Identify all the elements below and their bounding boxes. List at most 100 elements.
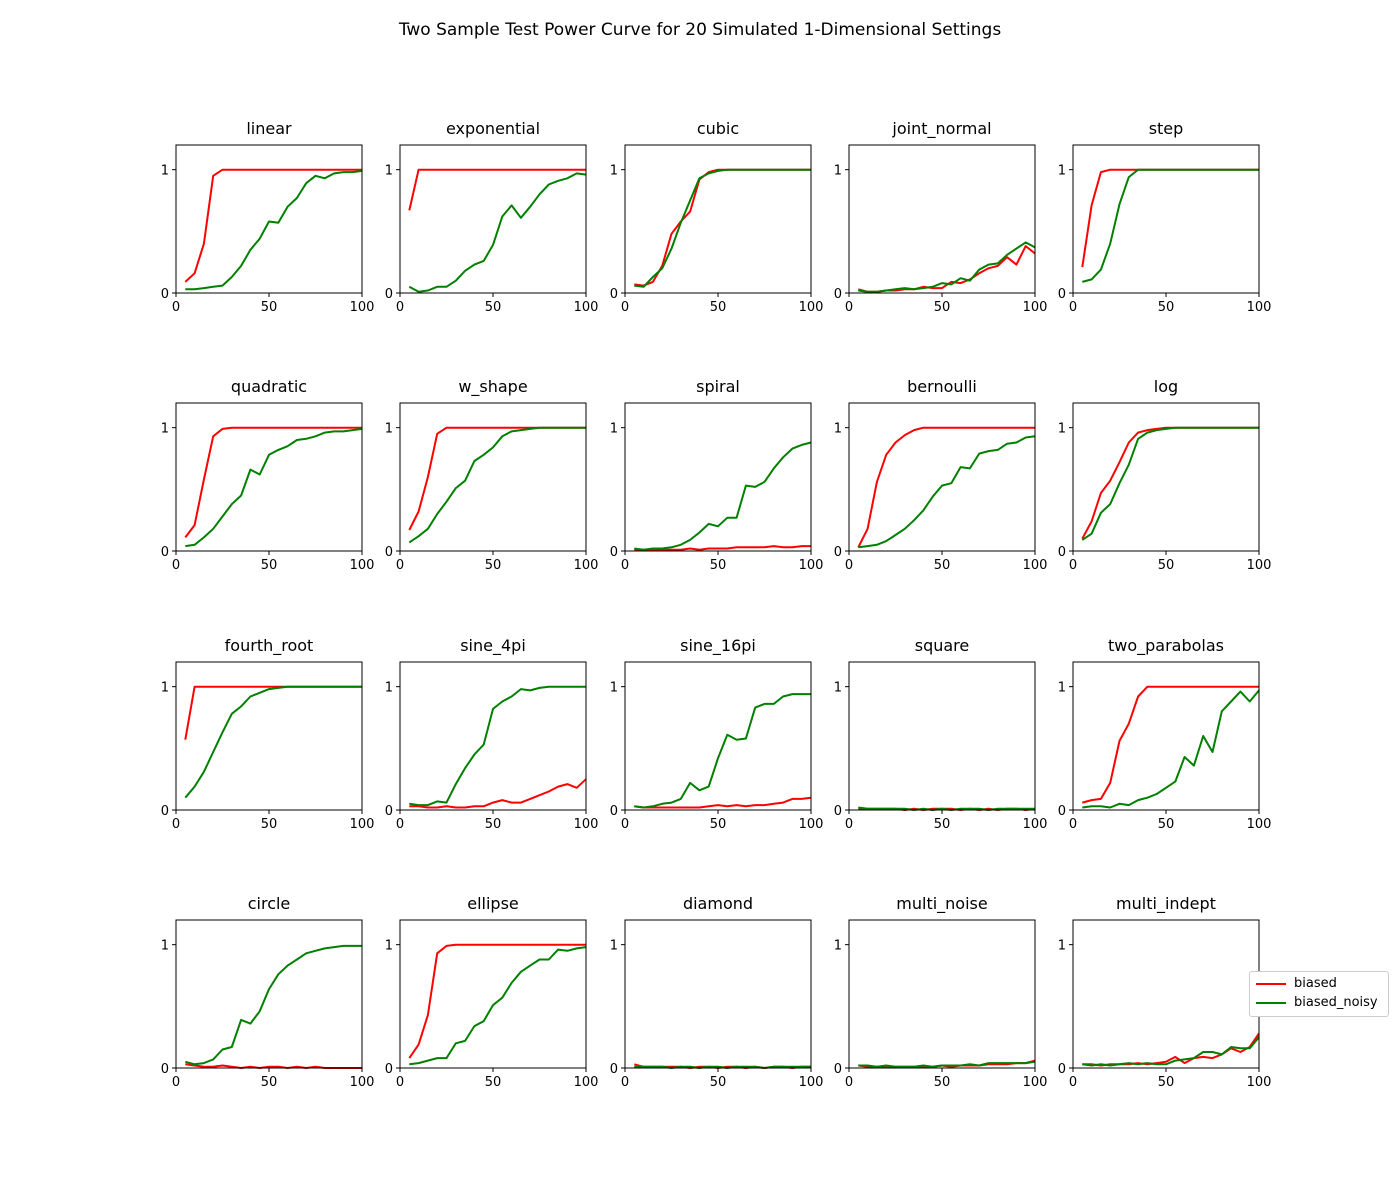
series-line-biased-noisy-quadratic	[185, 427, 363, 548]
x-tick-label-sine-4pi: 0	[396, 817, 404, 832]
x-tick-label-spiral: 0	[621, 558, 629, 573]
panel-title-w-shape: w_shape	[458, 377, 528, 396]
x-tick-label-two-parabolas: 50	[1158, 817, 1175, 832]
panel-title-multi-noise: multi_noise	[896, 894, 988, 913]
x-tick-label-cubic: 0	[621, 300, 629, 315]
series-line-biased-noisy-bernoulli	[858, 435, 1036, 549]
series-line-biased-quadratic	[184, 426, 362, 539]
series-line-biased-fourth-root	[184, 685, 362, 740]
y-tick-label-circle: 1	[161, 939, 169, 954]
x-tick-label-sine-4pi: 100	[574, 817, 599, 832]
axes-frame-sine-4pi	[399, 661, 587, 811]
legend-swatch-biased-noisy	[1256, 1001, 1286, 1004]
panel-title-two-parabolas: two_parabolas	[1107, 636, 1225, 655]
y-tick-label-linear: 0	[161, 287, 169, 302]
x-tick-label-circle: 50	[261, 1075, 278, 1090]
x-tick-label-ellipse: 50	[485, 1075, 502, 1090]
y-tick-label-cubic: 1	[610, 164, 618, 179]
series-line-biased-step	[1081, 168, 1259, 268]
x-tick-label-cubic: 100	[799, 300, 824, 315]
x-tick-label-diamond: 0	[621, 1075, 629, 1090]
x-tick-label-quadratic: 100	[350, 558, 375, 573]
x-tick-label-two-parabolas: 100	[1247, 817, 1272, 832]
axes-frame-bernoulli	[848, 402, 1036, 552]
y-tick-label-quadratic: 0	[161, 545, 169, 560]
panel-title-exponential: exponential	[445, 119, 541, 138]
x-tick-label-joint-normal: 50	[934, 300, 951, 315]
y-tick-label-square: 1	[834, 681, 842, 696]
series-line-biased-linear	[184, 168, 362, 283]
x-tick-label-diamond: 100	[799, 1075, 824, 1090]
x-tick-label-linear: 0	[172, 300, 180, 315]
y-tick-label-two-parabolas: 1	[1058, 681, 1066, 696]
y-tick-label-two-parabolas: 0	[1058, 804, 1066, 819]
x-tick-label-step: 100	[1247, 300, 1272, 315]
axes-frame-sine-16pi	[624, 661, 812, 811]
panel-title-ellipse: ellipse	[467, 894, 519, 913]
x-tick-label-fourth-root: 100	[350, 817, 375, 832]
panel-title-multi-indept: multi_indept	[1116, 894, 1216, 913]
y-tick-label-w-shape: 1	[385, 422, 393, 437]
y-tick-label-spiral: 0	[610, 545, 618, 560]
y-tick-label-diamond: 0	[610, 1062, 618, 1077]
x-tick-label-sine-4pi: 50	[485, 817, 502, 832]
x-tick-label-multi-noise: 50	[934, 1075, 951, 1090]
x-tick-label-two-parabolas: 0	[1069, 817, 1077, 832]
series-line-biased-noisy-log	[1081, 426, 1259, 541]
axes-frame-cubic	[624, 144, 812, 294]
series-line-biased-sine-4pi	[409, 778, 587, 809]
panel-title-joint-normal: joint_normal	[892, 119, 992, 138]
y-tick-label-multi-indept: 0	[1058, 1062, 1066, 1077]
series-line-biased-noisy-circle	[185, 944, 362, 1066]
y-tick-label-bernoulli: 0	[834, 545, 842, 560]
series-line-biased-exponential	[408, 168, 586, 211]
series-line-biased-sine-16pi	[634, 796, 812, 809]
legend-entry-biased: biased	[1256, 975, 1337, 993]
y-tick-label-bernoulli: 1	[834, 422, 842, 437]
y-tick-label-ellipse: 0	[385, 1062, 393, 1077]
series-line-biased-noisy-cubic	[634, 168, 811, 288]
x-tick-label-exponential: 100	[574, 300, 599, 315]
series-line-biased-noisy-ellipse	[409, 946, 587, 1066]
panel-title-bernoulli: bernoulli	[907, 377, 977, 396]
x-tick-label-step: 50	[1158, 300, 1175, 315]
x-tick-label-cubic: 50	[710, 300, 727, 315]
y-tick-label-square: 0	[834, 804, 842, 819]
y-tick-label-log: 1	[1058, 422, 1066, 437]
axes-frame-ellipse	[399, 919, 587, 1069]
x-tick-label-diamond: 50	[710, 1075, 727, 1090]
x-tick-label-w-shape: 50	[485, 558, 502, 573]
series-line-biased-circle	[185, 1063, 362, 1069]
y-tick-label-joint-normal: 1	[834, 164, 842, 179]
series-line-biased-noisy-diamond	[634, 1065, 811, 1069]
x-tick-label-fourth-root: 50	[261, 817, 278, 832]
x-tick-label-log: 0	[1069, 558, 1077, 573]
panel-title-log: log	[1153, 377, 1179, 396]
x-tick-label-multi-indept: 0	[1069, 1075, 1077, 1090]
panel-title-square: square	[914, 636, 970, 655]
y-tick-label-log: 0	[1058, 545, 1066, 560]
x-tick-label-circle: 0	[172, 1075, 180, 1090]
y-tick-label-step: 1	[1058, 164, 1066, 179]
series-line-biased-noisy-spiral	[634, 441, 812, 551]
y-tick-label-linear: 1	[161, 164, 169, 179]
y-tick-label-fourth-root: 1	[161, 681, 169, 696]
y-tick-label-sine-4pi: 0	[385, 804, 393, 819]
panel-title-diamond: diamond	[682, 894, 754, 913]
legend: biased biased_noisy	[1249, 971, 1389, 1017]
panel-title-quadratic: quadratic	[230, 377, 308, 396]
axes-frame-multi-noise	[848, 919, 1036, 1069]
y-tick-label-exponential: 1	[385, 164, 393, 179]
y-tick-label-exponential: 0	[385, 287, 393, 302]
x-tick-label-quadratic: 50	[261, 558, 278, 573]
legend-label-biased: biased	[1294, 976, 1337, 991]
axes-frame-joint-normal	[848, 144, 1036, 294]
panel-title-sine-16pi: sine_16pi	[680, 636, 756, 655]
x-tick-label-ellipse: 100	[574, 1075, 599, 1090]
y-tick-label-joint-normal: 0	[834, 287, 842, 302]
y-tick-label-spiral: 1	[610, 422, 618, 437]
series-line-biased-noisy-sine-16pi	[634, 693, 811, 809]
axes-frame-square	[848, 661, 1036, 811]
x-tick-label-sine-16pi: 50	[710, 817, 727, 832]
